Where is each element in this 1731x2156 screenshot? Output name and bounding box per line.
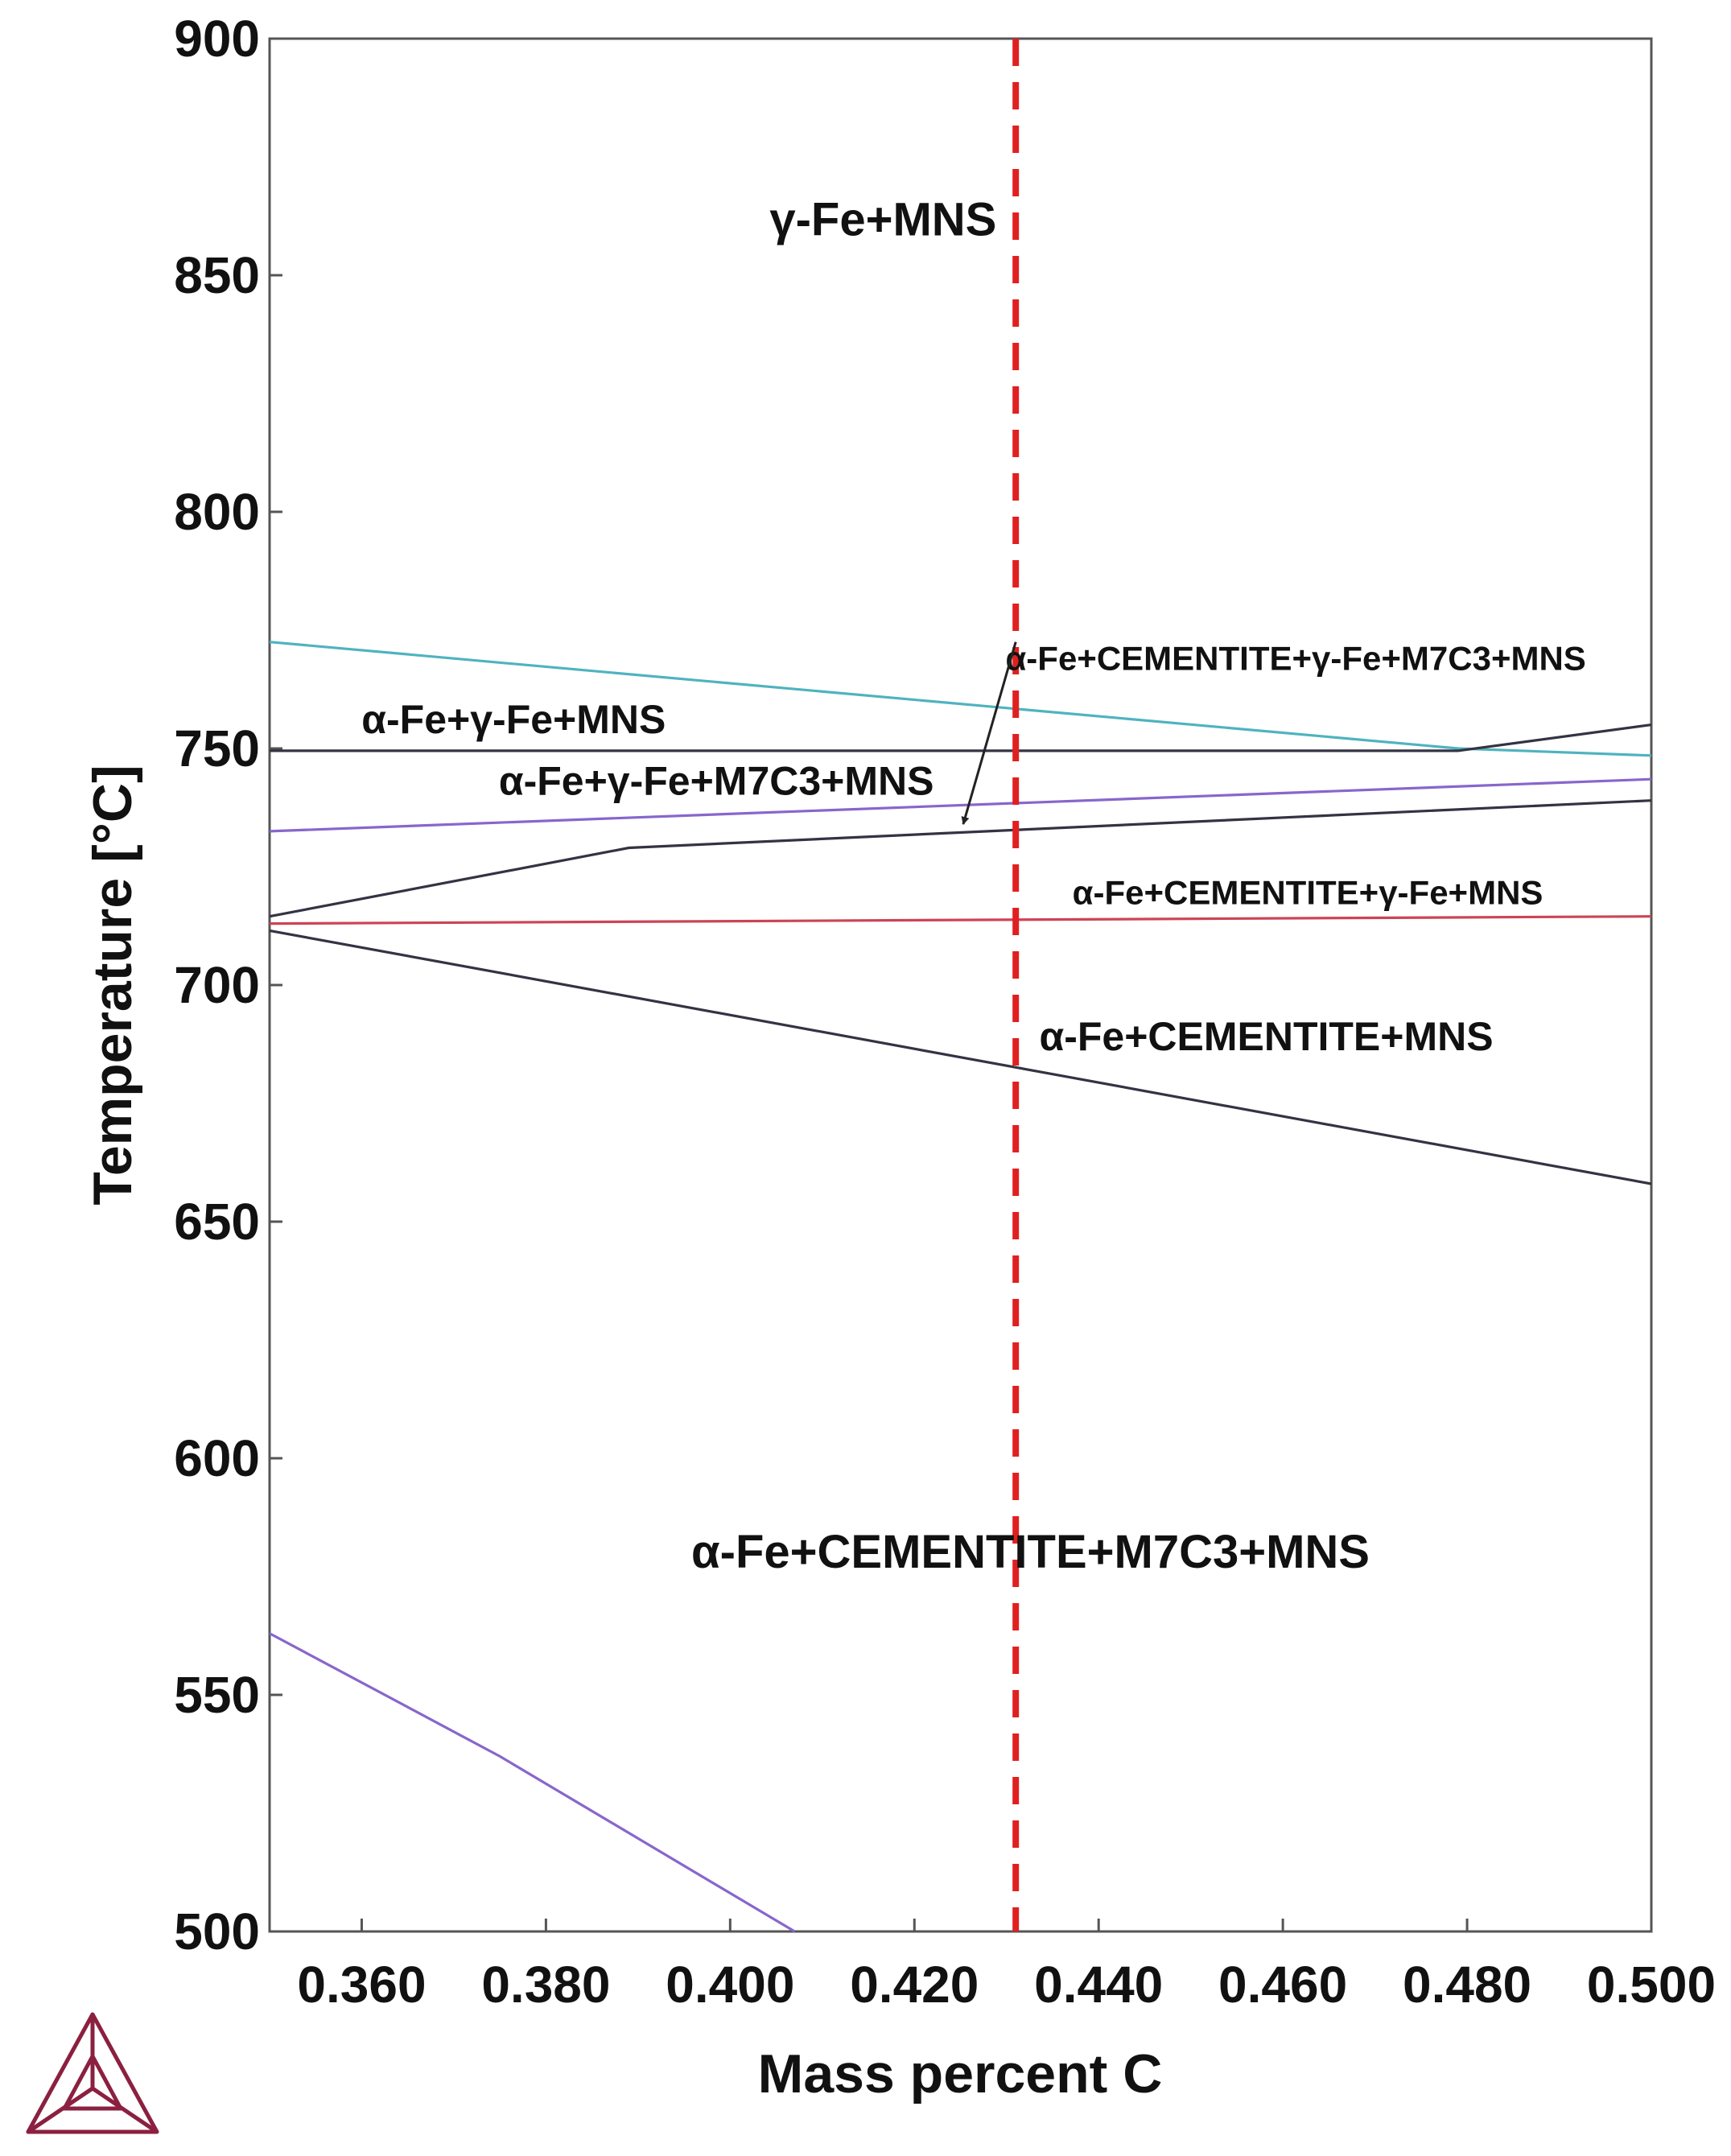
y-tick-label: 600 xyxy=(174,1429,260,1487)
y-tick-label: 750 xyxy=(174,719,260,777)
x-axis-title: Mass percent C xyxy=(758,2043,1163,2104)
x-tick-label: 0.400 xyxy=(666,1956,794,2014)
logo-outer-triangle xyxy=(26,2012,159,2134)
phase-region-label: α-Fe+γ-Fe+MNS xyxy=(361,697,666,742)
phase-region-label: α-Fe+γ-Fe+M7C3+MNS xyxy=(499,758,934,803)
annotation-arrow xyxy=(961,641,1017,826)
y-tick-label: 650 xyxy=(174,1193,260,1251)
phase-region-label: α-Fe+CEMENTITE+MNS xyxy=(1039,1014,1493,1059)
x-tick-label: 0.440 xyxy=(1034,1956,1163,2014)
phase-region-label: α-Fe+CEMENTITE+γ-Fe+MNS xyxy=(1073,873,1543,911)
plot-area xyxy=(268,37,1653,1933)
y-tick-label: 800 xyxy=(174,483,260,541)
phase-boundary-line xyxy=(269,929,1652,1185)
thermo-calc-logo-icon xyxy=(26,2012,159,2134)
x-axis: 0.360 0.380 0.400 0.420 0.440 0.460 0.480 0.500 xyxy=(297,1919,1716,2014)
y-tick-label: 900 xyxy=(174,10,260,68)
logo-line-right xyxy=(91,2086,159,2134)
x-tick-label: 0.360 xyxy=(297,1956,426,2014)
x-tick-label: 0.420 xyxy=(850,1956,979,2014)
y-axis-title: Temperature [°C] xyxy=(82,765,143,1205)
y-tick-label: 700 xyxy=(174,956,260,1014)
y-tick-label: 850 xyxy=(174,246,260,304)
series-layer xyxy=(269,641,1652,1933)
logo-line-left xyxy=(27,2086,94,2134)
x-tick-label: 0.460 xyxy=(1218,1956,1347,2014)
x-tick-label: 0.500 xyxy=(1587,1956,1716,2014)
phase-boundary-line xyxy=(269,1632,796,1933)
y-axis: 500 550 600 650 700 750 800 850 900 xyxy=(174,10,282,1960)
phase-boundary-line xyxy=(269,777,1652,833)
logo-inner-triangle xyxy=(62,2054,123,2111)
x-tick-label: 0.380 xyxy=(481,1956,610,2014)
annotation-layer: γ-Fe+MNS α-Fe+CEMENTITE+γ-Fe+M7C3+MNS α-Fe… xyxy=(361,194,1586,1578)
phase-boundary-line xyxy=(270,723,1652,752)
phase-boundary-line xyxy=(269,641,1652,757)
y-tick-label: 550 xyxy=(174,1666,260,1724)
phase-boundary-line xyxy=(269,915,1652,925)
phase-region-label: α-Fe+CEMENTITE+γ-Fe+M7C3+MNS xyxy=(1005,639,1585,677)
phase-region-label: γ-Fe+MNS xyxy=(769,194,996,246)
phase-region-label: α-Fe+CEMENTITE+M7C3+MNS xyxy=(691,1526,1370,1578)
x-tick-label: 0.480 xyxy=(1403,1956,1531,2014)
phase-boundary-line xyxy=(269,799,1652,918)
y-tick-label: 500 xyxy=(174,1902,260,1960)
